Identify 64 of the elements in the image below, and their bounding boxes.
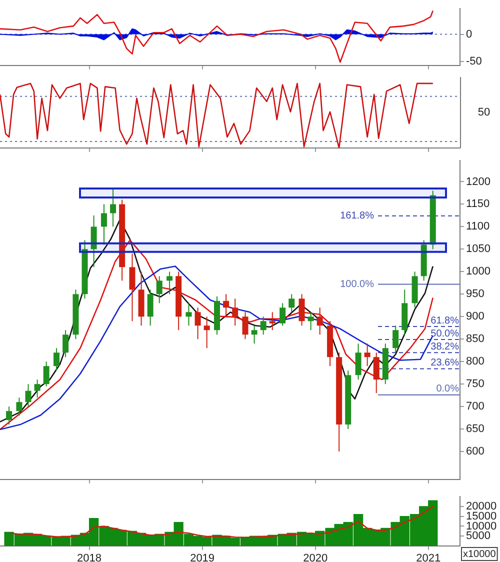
candlestick bbox=[223, 294, 230, 318]
annotation: 100.0% bbox=[340, 279, 374, 290]
candlestick bbox=[194, 307, 201, 340]
candlestick bbox=[90, 214, 97, 268]
y-tick-label: 900 bbox=[466, 310, 484, 323]
candlestick bbox=[147, 289, 154, 326]
y-tick-label: 1100 bbox=[466, 220, 490, 233]
candlestick bbox=[251, 325, 258, 344]
y-tick-label: 800 bbox=[466, 356, 484, 368]
candlestick bbox=[242, 312, 248, 340]
annotation: 50.0% bbox=[430, 328, 460, 340]
y-tick-label: 1000 bbox=[466, 266, 490, 278]
y-tick-label: 600 bbox=[466, 446, 484, 458]
y-tick-label: 650 bbox=[466, 423, 484, 436]
y-tick-label: 0 bbox=[466, 28, 472, 40]
y-tick-label: 1050 bbox=[466, 243, 490, 256]
y-tick-label: -50 bbox=[466, 56, 482, 68]
annotation: 61.8% bbox=[430, 315, 460, 326]
candlestick bbox=[232, 298, 238, 326]
candlestick bbox=[260, 316, 266, 336]
candlestick bbox=[204, 316, 210, 349]
annotation: 38.2% bbox=[430, 341, 460, 352]
candlestick bbox=[25, 384, 32, 408]
candlestick bbox=[6, 406, 12, 426]
y-tick-label: 1200 bbox=[466, 176, 490, 188]
candlestick bbox=[156, 276, 162, 304]
y-tick-label: 15000 bbox=[466, 510, 497, 522]
candlestick bbox=[62, 330, 69, 358]
candlestick bbox=[316, 307, 323, 336]
candlestick bbox=[269, 312, 276, 331]
candlestick bbox=[129, 253, 136, 322]
x-tick-label: 2021 bbox=[416, 552, 441, 562]
y-tick-label: 850 bbox=[466, 333, 484, 346]
x-tick-label: 2020 bbox=[303, 552, 328, 562]
candlestick bbox=[280, 302, 286, 326]
candlestick bbox=[288, 294, 295, 313]
x-tick-label: 2019 bbox=[190, 552, 215, 562]
y-tick-label: 1150 bbox=[466, 198, 490, 210]
y-tick-label: 5000 bbox=[466, 530, 490, 542]
text: 50 bbox=[478, 106, 490, 119]
candlestick bbox=[392, 325, 399, 354]
candlestick bbox=[16, 397, 22, 416]
annotation: 0.0% bbox=[436, 384, 460, 395]
text: x10000 bbox=[463, 548, 496, 560]
candlestick bbox=[100, 204, 107, 246]
y-tick-label: 950 bbox=[466, 288, 484, 300]
annotation: 23.6% bbox=[430, 358, 460, 369]
candlestick bbox=[54, 348, 60, 372]
candlestick bbox=[186, 302, 192, 326]
candlestick bbox=[34, 379, 40, 398]
annotation: 161.8% bbox=[340, 210, 374, 222]
y-tick-label: 20000 bbox=[466, 500, 497, 513]
candlestick bbox=[308, 312, 314, 331]
y-tick-label: 700 bbox=[466, 400, 484, 413]
y-tick-label: 10000 bbox=[466, 520, 497, 532]
candlestick bbox=[364, 343, 370, 367]
candlestick bbox=[355, 343, 362, 380]
candlestick bbox=[43, 361, 50, 387]
candlestick bbox=[298, 294, 305, 326]
y-tick-label: 750 bbox=[466, 378, 484, 390]
candlestick bbox=[166, 271, 173, 295]
candlestick bbox=[373, 352, 380, 394]
x-tick-label: 2018 bbox=[77, 552, 102, 562]
candlestick bbox=[110, 188, 116, 228]
